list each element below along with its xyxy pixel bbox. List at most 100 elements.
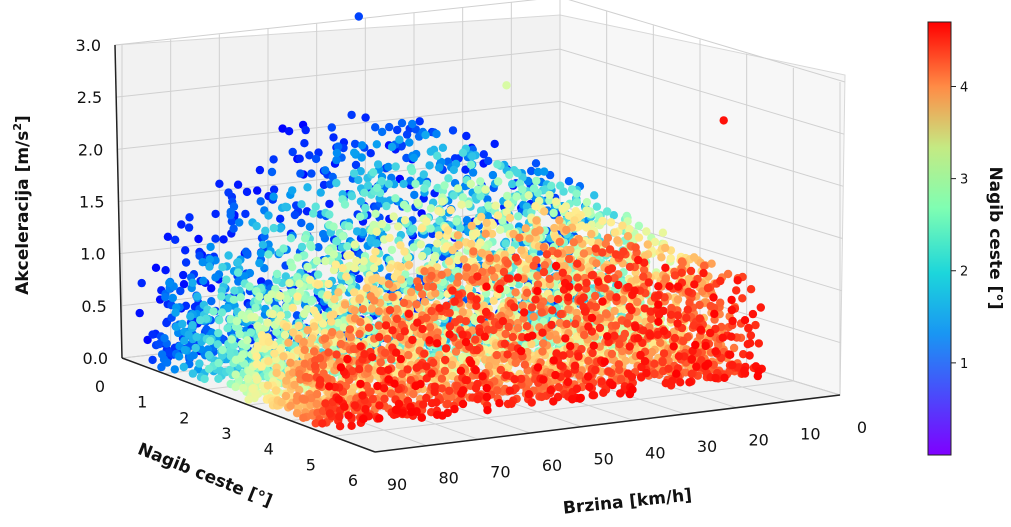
scatter-point [422, 362, 431, 371]
scatter-point [383, 334, 392, 343]
scatter-point [403, 204, 412, 213]
scatter-point [393, 125, 402, 135]
scatter-point [441, 355, 450, 365]
scatter-point [448, 126, 458, 135]
scatter-point [331, 260, 340, 269]
scatter-point [411, 179, 420, 189]
scatter-point [215, 316, 224, 325]
scatter-point [632, 275, 641, 284]
scatter-point [252, 375, 262, 384]
scatter-point [452, 217, 461, 226]
scatter-point [658, 357, 667, 367]
scatter-point [571, 319, 580, 328]
scatter-point [366, 387, 375, 396]
scatter-point [325, 409, 335, 418]
scatter-point [282, 295, 292, 304]
scatter-point [660, 293, 669, 302]
scatter-point [689, 253, 699, 262]
scatter-point [231, 370, 240, 379]
scatter-point [490, 139, 499, 149]
scatter-point [415, 117, 424, 126]
scatter-point [300, 139, 309, 148]
scatter-point [407, 287, 416, 297]
scatter-point [399, 179, 408, 189]
scatter-point [252, 221, 261, 231]
scatter-point [369, 168, 378, 177]
scatter-point [738, 294, 747, 303]
scatter-point [582, 278, 591, 288]
scatter-point [313, 270, 323, 279]
scatter-point [405, 276, 415, 285]
scatter-point [603, 274, 613, 284]
scatter-point [591, 365, 600, 375]
scatter-point [256, 197, 265, 206]
scatter-point [547, 181, 556, 190]
scatter-point [355, 329, 364, 339]
scatter-point [476, 192, 485, 201]
scatter-point [591, 291, 600, 301]
scatter-point [311, 202, 320, 211]
scatter-point [394, 222, 403, 231]
scatter-point [476, 177, 485, 186]
grid-line [332, 380, 794, 437]
scatter-point [442, 242, 451, 251]
scatter-point [397, 320, 407, 330]
scatter-point [325, 199, 334, 209]
scatter-point [572, 189, 581, 198]
scatter-point [224, 251, 233, 260]
scatter-point [180, 336, 189, 345]
scatter-point [396, 262, 406, 272]
scatter-point [297, 242, 307, 252]
scatter-point [699, 261, 709, 270]
scatter-point [286, 358, 295, 367]
scatter-point [673, 311, 683, 320]
scatter-point [176, 286, 185, 296]
scatter-point [449, 165, 458, 175]
scatter-point [376, 358, 385, 367]
scatter-point [380, 348, 390, 357]
scatter-point [255, 292, 264, 301]
scatter-point [448, 286, 457, 295]
scatter-point [582, 198, 592, 207]
scatter-point [347, 192, 357, 201]
scatter-point [374, 321, 384, 330]
scatter-point [487, 229, 497, 239]
scatter-point [499, 267, 509, 277]
scatter-point [195, 251, 204, 260]
scatter-point [562, 225, 571, 235]
scatter-point [425, 323, 435, 332]
scatter-point [493, 160, 502, 169]
scatter-point [487, 266, 496, 275]
scatter-point [466, 160, 476, 169]
scatter-point [235, 218, 244, 227]
scatter-point [445, 386, 454, 395]
scatter-point [305, 222, 315, 231]
scatter-point [350, 306, 359, 315]
scatter-point [330, 294, 339, 304]
scatter-point [385, 233, 394, 243]
scatter-point [545, 274, 554, 284]
scatter-point [623, 319, 632, 328]
scatter-point [533, 271, 542, 281]
scatter-point [468, 152, 477, 161]
scatter-point [598, 216, 607, 226]
scatter-point [483, 195, 492, 204]
scatter-point [538, 347, 547, 356]
scatter-point [356, 167, 365, 176]
scatter-point [618, 346, 627, 356]
scatter-point [666, 254, 675, 263]
scatter-point [462, 216, 472, 225]
scatter-point [440, 181, 449, 190]
scatter-point [507, 399, 516, 408]
scatter-point [432, 129, 441, 139]
scatter-point [214, 374, 223, 383]
scatter-point [592, 202, 602, 211]
scatter-point [329, 250, 339, 259]
scatter-point [295, 279, 304, 288]
scatter-point [685, 298, 694, 307]
scatter-point [154, 339, 164, 349]
scatter-point [545, 190, 554, 200]
scatter-point [642, 227, 651, 236]
scatter-point [464, 283, 474, 293]
scatter-point [233, 257, 243, 267]
